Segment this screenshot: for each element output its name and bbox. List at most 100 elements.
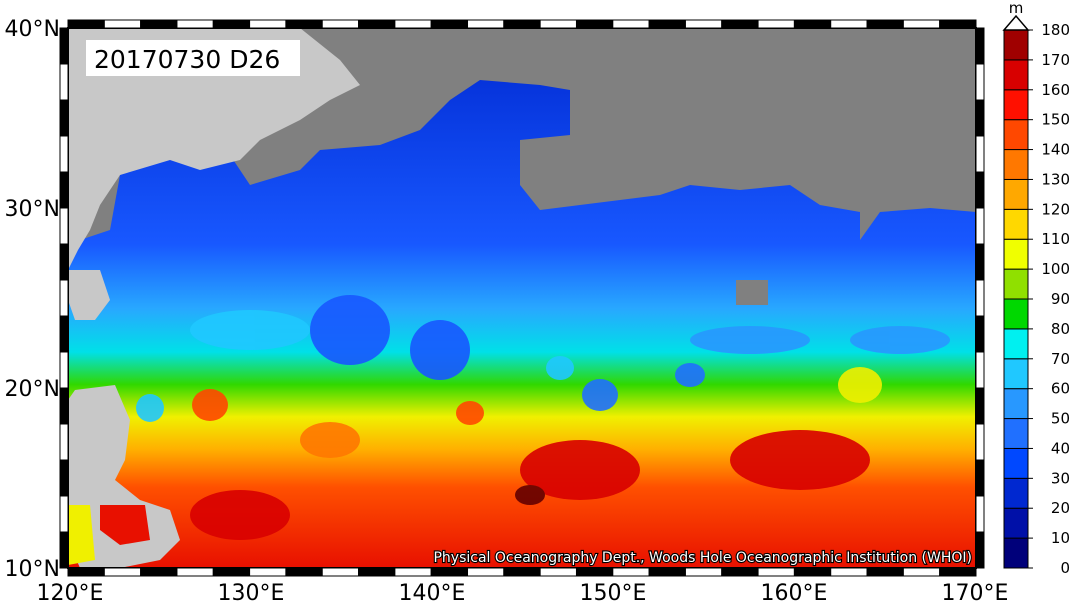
frame-bar-segment bbox=[249, 567, 287, 577]
frame-bar-segment bbox=[59, 315, 69, 353]
frame-bar-segment bbox=[866, 567, 904, 577]
frame-bar-segment bbox=[285, 567, 323, 577]
frame-bar-segment bbox=[358, 567, 396, 577]
frame-bar-segment bbox=[866, 19, 904, 29]
frame-bar-segment bbox=[59, 495, 69, 533]
frame-bar-segment bbox=[575, 567, 614, 577]
frame-bar-segment bbox=[321, 19, 360, 29]
frame-bar-segment bbox=[140, 567, 178, 577]
colorbar: m 0 10 20 30 40 50 60 70 80 90 100 110 120 130 140 150 1… bbox=[1002, 0, 1070, 577]
eddy-features bbox=[136, 295, 950, 540]
sea-level-field bbox=[68, 28, 976, 568]
colorbar-tick-label: 80 bbox=[1051, 320, 1070, 338]
frame-bar-segment bbox=[394, 19, 432, 29]
colorbar-swatch bbox=[1003, 59, 1029, 91]
frame-bar-segment bbox=[975, 243, 985, 281]
frame-bar-segment bbox=[59, 27, 69, 65]
colorbar-swatch bbox=[1003, 418, 1029, 449]
colorbar-swatch bbox=[1003, 388, 1029, 420]
frame-bar-segment bbox=[575, 19, 614, 29]
frame-bar-segment bbox=[902, 567, 941, 577]
frame-bar-segment bbox=[430, 567, 469, 577]
frame-bar-segment bbox=[975, 423, 985, 461]
frame-bar-segment bbox=[503, 19, 541, 29]
frame-bar-segment bbox=[59, 99, 69, 137]
lon-label-120e: 120°E bbox=[37, 581, 104, 606]
frame-bar-segment bbox=[103, 19, 142, 29]
frame-bar-segment bbox=[176, 567, 214, 577]
frame-bar-segment bbox=[59, 423, 69, 461]
colorbar-tick-label: 60 bbox=[1051, 380, 1070, 398]
frame-bar-segment bbox=[285, 19, 323, 29]
frame-bar-segment bbox=[59, 459, 69, 497]
colorbar-tick-label: 150 bbox=[1041, 111, 1070, 129]
date-label: 20170730 D26 bbox=[94, 45, 280, 74]
colorbar-swatch bbox=[1003, 178, 1029, 210]
colorbar-tick-label: 70 bbox=[1051, 350, 1070, 368]
colorbar-tick-label: 170 bbox=[1041, 51, 1070, 69]
frame-bar-segment bbox=[757, 567, 795, 577]
colorbar-tick-label: 90 bbox=[1051, 290, 1070, 308]
frame-bar-segment bbox=[721, 19, 759, 29]
frame-bar-segment bbox=[503, 567, 541, 577]
frame-bar-segment bbox=[67, 567, 105, 577]
frame-bar-segment bbox=[975, 99, 985, 137]
credit-text: Physical Oceanography Dept., Woods Hole … bbox=[433, 550, 972, 566]
frame-bar-segment bbox=[59, 63, 69, 101]
frame-bar-segment bbox=[721, 567, 759, 577]
colorbar-swatch bbox=[1003, 208, 1029, 240]
lat-label-40n: 40°N bbox=[5, 17, 60, 42]
frame-bar-segment bbox=[59, 387, 69, 425]
colorbar-swatch bbox=[1003, 358, 1029, 390]
frame-bar-segment bbox=[212, 567, 251, 577]
frame-bar-segment bbox=[975, 315, 985, 353]
frame-bar-segment bbox=[539, 567, 577, 577]
lat-label-10n: 10°N bbox=[5, 557, 60, 582]
colorbar-swatch bbox=[1003, 537, 1029, 569]
frame-bar-segment bbox=[358, 19, 396, 29]
colorbar-tick-label: 20 bbox=[1051, 499, 1070, 517]
colorbar-tick-label: 110 bbox=[1041, 230, 1070, 248]
frame-bar-segment bbox=[757, 19, 795, 29]
frame-bar-segment bbox=[975, 495, 985, 533]
frame-bar-segment bbox=[321, 567, 360, 577]
colorbar-tick-label: 50 bbox=[1051, 410, 1070, 428]
lat-label-30n: 30°N bbox=[5, 197, 60, 222]
frame-bar-segment bbox=[539, 19, 577, 29]
frame-bar-segment bbox=[793, 19, 832, 29]
colorbar-swatch bbox=[1003, 507, 1029, 539]
frame-bar-segment bbox=[612, 567, 650, 577]
frame-bar-segment bbox=[939, 19, 977, 29]
frame-bar-segment bbox=[67, 19, 105, 29]
colorbar-tick-label: 130 bbox=[1041, 170, 1070, 188]
frame-bar-segment bbox=[975, 459, 985, 497]
frame-bar-segment bbox=[684, 567, 723, 577]
frame-bar-segment bbox=[830, 19, 868, 29]
frame-bar-segment bbox=[59, 135, 69, 173]
frame-bar-segment bbox=[975, 207, 985, 245]
lon-axis-labels: 120°E 130°E 140°E 150°E 160°E 170°E bbox=[37, 581, 1009, 606]
date-box: 20170730 D26 bbox=[86, 40, 300, 76]
frame-bar-segment bbox=[975, 531, 985, 569]
lon-label-140e: 140°E bbox=[399, 581, 466, 606]
frame-bar-segment bbox=[939, 567, 977, 577]
frame-bar-segment bbox=[975, 279, 985, 317]
frame-bar-segment bbox=[430, 19, 469, 29]
frame-bar-segment bbox=[975, 351, 985, 389]
frame-bar-segment bbox=[59, 279, 69, 317]
colorbar-swatch bbox=[1003, 29, 1029, 61]
frame-bar-segment bbox=[103, 567, 142, 577]
colorbar-tick-label: 140 bbox=[1041, 141, 1070, 159]
colorbar-swatch bbox=[1003, 149, 1029, 180]
frame-bar-segment bbox=[467, 567, 505, 577]
frame-bar-segment bbox=[59, 351, 69, 389]
frame-bar-segment bbox=[975, 63, 985, 101]
colorbar-overflow-triangle bbox=[1002, 14, 1030, 31]
colorbar-tick-label: 0 bbox=[1060, 559, 1070, 577]
frame-bar-segment bbox=[648, 567, 686, 577]
colorbar-swatch bbox=[1003, 238, 1029, 270]
frame-bar-segment bbox=[902, 19, 941, 29]
frame-bar-segment bbox=[830, 567, 868, 577]
frame-bar-segment bbox=[975, 135, 985, 173]
colorbar-swatch bbox=[1003, 119, 1029, 151]
